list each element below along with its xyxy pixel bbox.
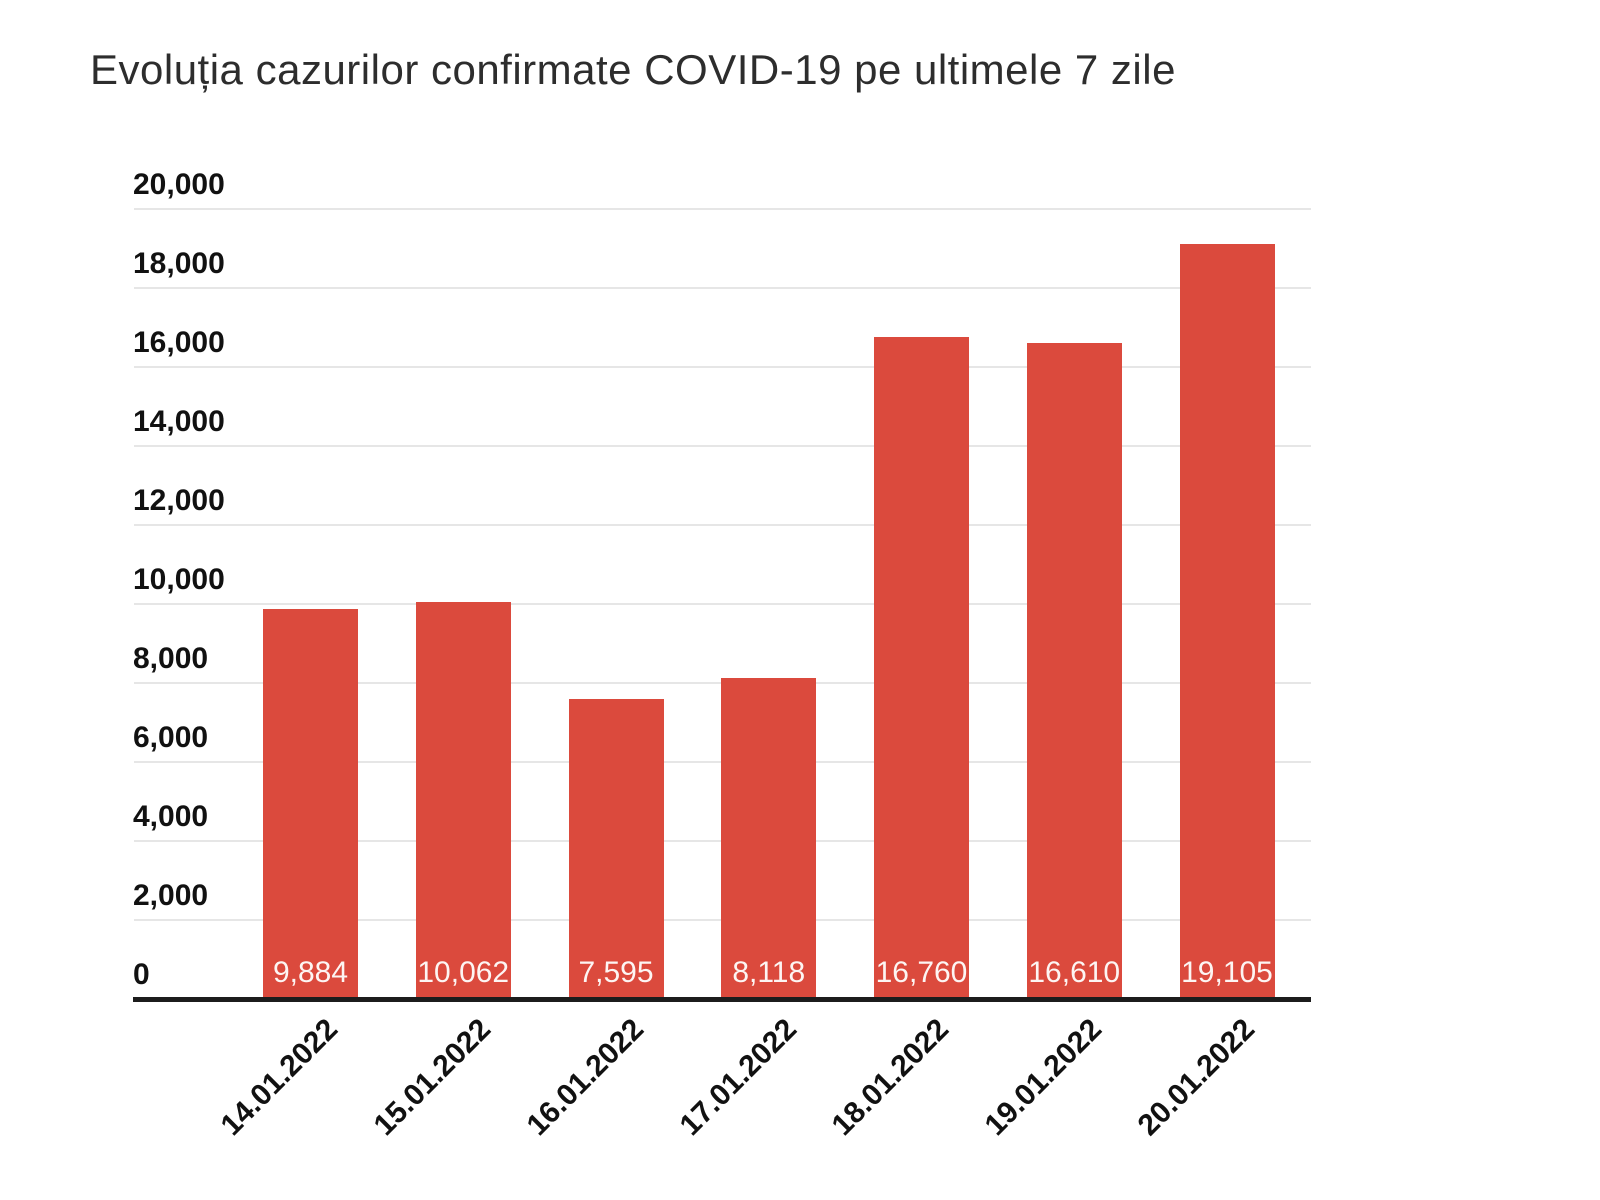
y-axis-tick-label: 8,000 xyxy=(133,642,209,675)
bar-value-label: 16,610 xyxy=(1028,956,1121,989)
gridline xyxy=(134,603,1311,605)
bar xyxy=(721,678,817,999)
y-axis-tick-label: 10,000 xyxy=(133,563,225,596)
bar xyxy=(1179,244,1275,999)
y-axis-tick-label: 0 xyxy=(133,958,150,991)
x-axis-tick-label: 19.01.2022 xyxy=(978,1012,1109,1143)
y-axis-tick-label: 14,000 xyxy=(133,405,225,438)
y-axis-tick-label: 18,000 xyxy=(133,247,225,280)
bar xyxy=(568,698,664,999)
bar-value-label: 16,760 xyxy=(875,956,968,989)
bar xyxy=(874,336,969,999)
bar-value-label: 9,884 xyxy=(272,956,349,989)
gridline xyxy=(134,524,1311,526)
y-axis-tick-label: 16,000 xyxy=(133,326,225,359)
gridline xyxy=(134,287,1311,289)
x-axis-tick-label: 15.01.2022 xyxy=(367,1012,498,1143)
x-axis-tick-label: 20.01.2022 xyxy=(1131,1012,1261,1143)
gridline xyxy=(134,366,1311,368)
bar-value-label: 19,105 xyxy=(1181,956,1273,989)
y-axis-tick-label: 12,000 xyxy=(133,484,225,517)
bar-value-label: 8,118 xyxy=(732,956,806,989)
x-axis-tick-label: 16.01.2022 xyxy=(520,1012,650,1143)
bar xyxy=(415,601,511,999)
y-axis-tick-label: 20,000 xyxy=(133,168,225,201)
gridline xyxy=(134,445,1311,447)
bar xyxy=(263,608,358,999)
bar xyxy=(1026,342,1122,999)
y-axis-tick-label: 4,000 xyxy=(133,800,209,833)
bar-value-label: 7,595 xyxy=(578,956,654,989)
chart-title: Evoluția cazurilor confirmate COVID-19 p… xyxy=(90,46,1176,93)
x-axis-line xyxy=(133,997,1311,1002)
x-axis-tick-label: 17.01.2022 xyxy=(673,1012,803,1143)
gridline xyxy=(134,208,1311,210)
bar-value-label: 10,062 xyxy=(417,956,510,989)
y-axis-tick-label: 2,000 xyxy=(133,879,209,912)
x-axis-tick-label: 18.01.2022 xyxy=(825,1012,956,1143)
y-axis-tick-label: 6,000 xyxy=(133,721,209,754)
x-axis-tick-label: 14.01.2022 xyxy=(214,1012,345,1143)
